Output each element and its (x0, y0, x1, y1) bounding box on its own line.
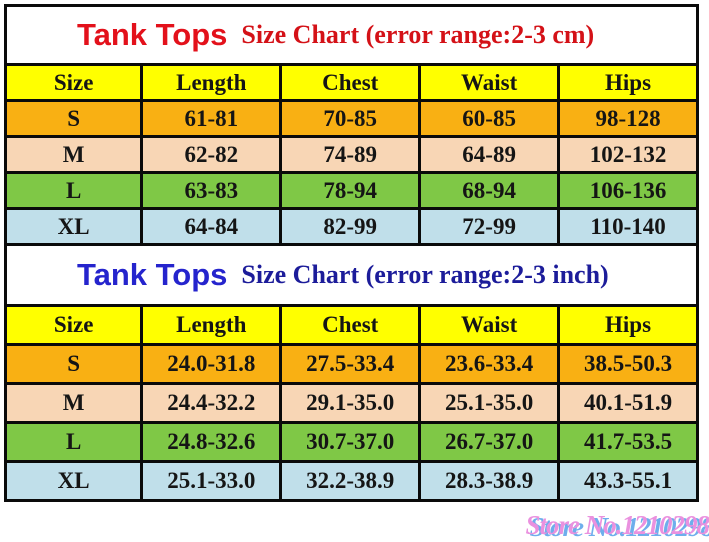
size-chart-subtitle-inch: Size Chart (error range:2-3 inch) (241, 260, 609, 289)
table-cell: 24.8-32.6 (140, 421, 283, 463)
size-chart-sheet: Tank Tops Size Chart (error range:2-3 cm… (3, 4, 699, 502)
table-row-xl: XL 64-84 82-99 72-99 110-140 (3, 207, 699, 246)
column-header: Waist (418, 304, 561, 346)
table-cell: 74-89 (279, 135, 422, 174)
table-cell: 110-140 (557, 207, 699, 246)
column-header: Hips (557, 63, 699, 102)
table-cell: 102-132 (557, 135, 699, 174)
table-cell: 28.3-38.9 (418, 460, 561, 502)
table-cell: 62-82 (140, 135, 283, 174)
table-cell: 106-136 (557, 171, 699, 210)
table-cell: M (3, 135, 144, 174)
table-row-xl: XL 25.1-33.0 32.2-38.9 28.3-38.9 43.3-55… (3, 460, 699, 502)
column-header: Hips (557, 304, 699, 346)
table-cell: 72-99 (418, 207, 561, 246)
column-header: Length (140, 304, 283, 346)
table-cell: L (3, 421, 144, 463)
table-cell: 24.0-31.8 (140, 343, 283, 385)
table-row-s: S 61-81 70-85 60-85 98-128 (3, 99, 699, 138)
table-cell: 38.5-50.3 (557, 343, 699, 385)
table-row-m: M 24.4-32.2 29.1-35.0 25.1-35.0 40.1-51.… (3, 382, 699, 424)
table-cell: L (3, 171, 144, 210)
table-cell: XL (3, 207, 144, 246)
table-cell: 78-94 (279, 171, 422, 210)
table-cell: XL (3, 460, 144, 502)
table-cell: 41.7-53.5 (557, 421, 699, 463)
size-chart-table-cm: Size Length Chest Waist Hips S 61-81 70-… (3, 63, 699, 246)
table-cell: S (3, 343, 144, 385)
table-cell: 26.7-37.0 (418, 421, 561, 463)
table-cell: 29.1-35.0 (279, 382, 422, 424)
product-title: Tank Tops (77, 257, 228, 292)
product-title: Tank Tops (77, 17, 228, 52)
table-cell: 61-81 (140, 99, 283, 138)
column-header: Size (3, 304, 144, 346)
table-cell: 30.7-37.0 (279, 421, 422, 463)
table-cell: 32.2-38.9 (279, 460, 422, 502)
table-cell: S (3, 99, 144, 138)
table-cell: 64-84 (140, 207, 283, 246)
column-header: Chest (279, 63, 422, 102)
table-row-s: S 24.0-31.8 27.5-33.4 23.6-33.4 38.5-50.… (3, 343, 699, 385)
table-cell: 40.1-51.9 (557, 382, 699, 424)
section-title-cm: Tank Tops Size Chart (error range:2-3 cm… (4, 4, 699, 66)
table-row-l: L 24.8-32.6 30.7-37.0 26.7-37.0 41.7-53.… (3, 421, 699, 463)
table-cell: 68-94 (418, 171, 561, 210)
table-header-row: Size Length Chest Waist Hips (3, 304, 699, 346)
table-cell: 98-128 (557, 99, 699, 138)
table-cell: 25.1-33.0 (140, 460, 283, 502)
store-watermark: Store No.1210298 (525, 510, 709, 540)
column-header: Length (140, 63, 283, 102)
column-header: Size (3, 63, 144, 102)
table-row-m: M 62-82 74-89 64-89 102-132 (3, 135, 699, 174)
table-cell: 70-85 (279, 99, 422, 138)
size-chart-subtitle-cm: Size Chart (error range:2-3 cm) (241, 20, 595, 49)
table-header-row: Size Length Chest Waist Hips (3, 63, 699, 102)
table-cell: 24.4-32.2 (140, 382, 283, 424)
column-header: Chest (279, 304, 422, 346)
table-cell: 27.5-33.4 (279, 343, 422, 385)
table-cell: 23.6-33.4 (418, 343, 561, 385)
table-cell: 82-99 (279, 207, 422, 246)
table-cell: 63-83 (140, 171, 283, 210)
table-cell: 60-85 (418, 99, 561, 138)
column-header: Waist (418, 63, 561, 102)
table-row-l: L 63-83 78-94 68-94 106-136 (3, 171, 699, 210)
table-cell: 43.3-55.1 (557, 460, 699, 502)
table-cell: 25.1-35.0 (418, 382, 561, 424)
table-cell: M (3, 382, 144, 424)
table-cell: 64-89 (418, 135, 561, 174)
size-chart-table-inch: Size Length Chest Waist Hips S 24.0-31.8… (3, 304, 699, 502)
section-title-inch: Tank Tops Size Chart (error range:2-3 in… (4, 243, 699, 307)
